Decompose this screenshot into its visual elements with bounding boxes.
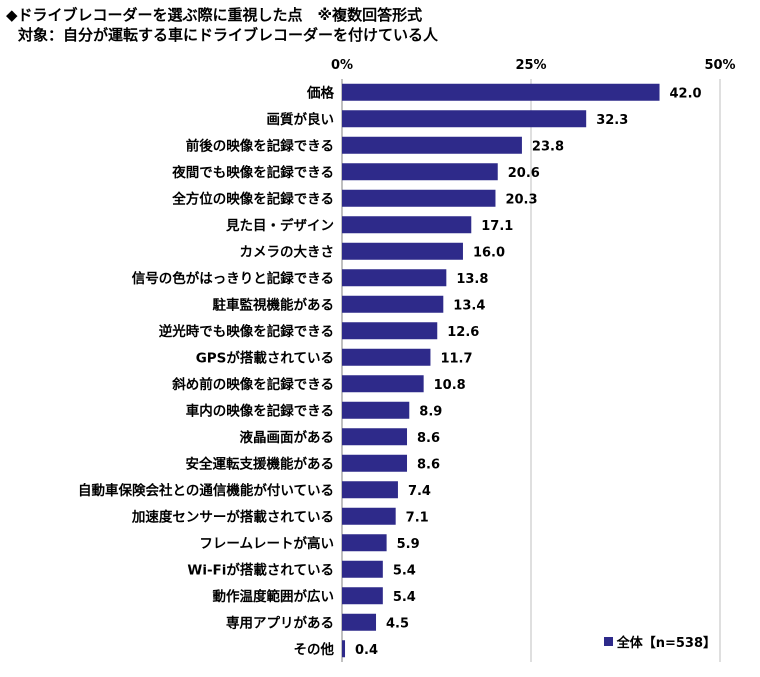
bar [342, 110, 587, 128]
category-label: 自動車保険会社との通信機能が付いている [78, 482, 334, 499]
bar [342, 640, 346, 658]
category-label: その他 [294, 641, 335, 658]
data-label: 8.6 [417, 431, 440, 446]
data-label: 17.1 [481, 219, 513, 234]
category-label: Wi-Fiが搭載されている [187, 561, 334, 578]
chart-title: ◆ドライブレコーダーを選ぶ際に重視した点 ※複数回答形式 [6, 6, 423, 24]
data-label: 20.3 [505, 192, 537, 207]
bar [342, 534, 387, 552]
x-tick-label: 50% [704, 58, 735, 73]
bar [342, 216, 472, 234]
data-label: 7.1 [406, 510, 429, 525]
category-label: 画質が良い [267, 111, 335, 128]
legend-label: 全体【n=538】 [616, 636, 716, 651]
data-label: 8.6 [417, 457, 440, 472]
data-label: 23.8 [532, 139, 564, 154]
data-label: 8.9 [419, 404, 442, 419]
bar [342, 481, 398, 499]
category-label: 液晶画面がある [240, 429, 335, 446]
category-label: 信号の色がはっきりと記録できる [132, 270, 334, 287]
data-label: 12.6 [447, 325, 479, 340]
category-label: 動作温度範囲が広い [213, 588, 335, 605]
data-label: 5.9 [397, 537, 420, 552]
data-label: 5.4 [393, 563, 416, 578]
data-label: 32.3 [596, 113, 628, 128]
legend-swatch [603, 637, 613, 646]
category-label: フレームレートが高い [199, 535, 334, 552]
bar [342, 428, 408, 446]
category-label: 価格 [306, 84, 334, 101]
data-label: 7.4 [408, 484, 431, 499]
bar [342, 560, 383, 578]
data-label: 20.6 [508, 166, 540, 181]
bar [342, 83, 660, 101]
data-label: 0.4 [355, 643, 378, 658]
bar [342, 163, 498, 181]
category-label: 車内の映像を記録できる [186, 402, 334, 419]
bar [342, 242, 463, 260]
data-label: 4.5 [386, 616, 409, 631]
data-label: 16.0 [473, 245, 505, 260]
bar [342, 375, 424, 393]
category-label: 逆光時でも映像を記録できる [159, 323, 334, 340]
data-label: 11.7 [440, 351, 472, 366]
bar [342, 613, 377, 631]
data-label: 5.4 [393, 590, 416, 605]
category-label: 加速度センサーが搭載されている [131, 508, 334, 525]
legend: 全体【n=538】 [603, 632, 716, 651]
category-label: カメラの大きさ [240, 243, 335, 260]
bar [342, 507, 396, 525]
category-label: 駐車監視機能がある [213, 296, 335, 313]
category-label: GPSが搭載されている [196, 349, 334, 366]
category-label: 前後の映像を記録できる [186, 137, 334, 154]
category-label: 斜め前の映像を記録できる [171, 376, 334, 393]
category-label: 全方位の映像を記録できる [171, 190, 334, 207]
data-label: 42.0 [670, 86, 702, 101]
data-label: 10.8 [434, 378, 466, 393]
data-label: 13.4 [453, 298, 485, 313]
bar [342, 269, 447, 287]
category-label: 専用アプリがある [226, 614, 334, 631]
x-tick-label: 0% [331, 58, 353, 73]
bar [342, 189, 496, 207]
chart-subtitle: 対象：自分が運転する車にドライブレコーダーを付けている人 [18, 26, 439, 44]
bar [342, 348, 431, 366]
bar [342, 587, 383, 605]
bar [342, 136, 522, 154]
data-label: 13.8 [456, 272, 488, 287]
x-tick-label: 25% [515, 58, 546, 73]
bar [342, 401, 410, 419]
bar [342, 454, 408, 472]
category-label: 安全運転支援機能がある [186, 455, 335, 472]
category-label: 夜間でも映像を記録できる [171, 164, 334, 181]
category-label: 見た目・デザイン [225, 217, 334, 234]
bar [342, 322, 438, 340]
bar [342, 295, 444, 313]
